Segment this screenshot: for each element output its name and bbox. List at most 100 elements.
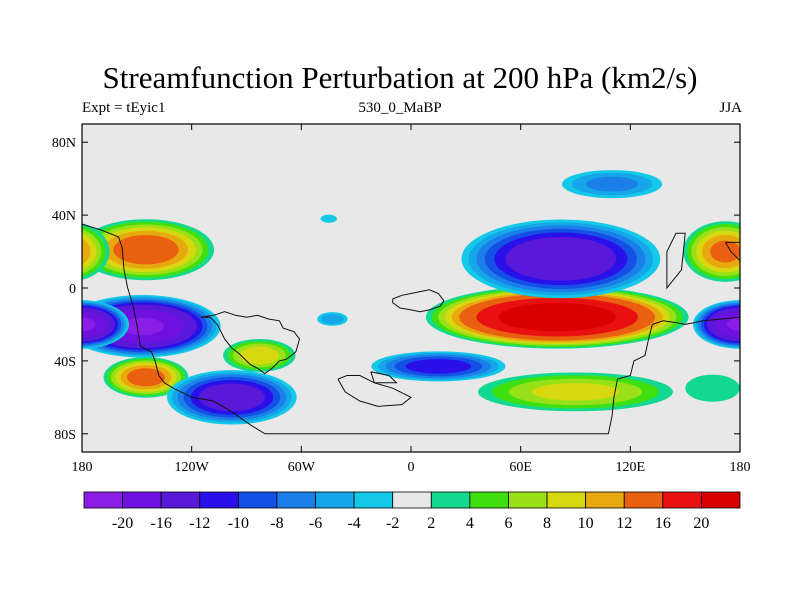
contour-band	[759, 310, 800, 343]
time-label: 530_0_MaBP	[358, 100, 442, 116]
colorbar-label: -20	[112, 515, 133, 532]
colorbar-label: -4	[347, 515, 360, 532]
y-tick-label: 40N	[52, 209, 76, 224]
colorbar-label: 16	[655, 515, 671, 532]
anomaly-center-2	[103, 356, 189, 398]
colorbar-label: -16	[151, 515, 172, 532]
contour-band	[239, 346, 279, 365]
contour-band	[82, 238, 91, 265]
anomaly-center-12	[683, 221, 740, 282]
y-tick-label: 80S	[54, 428, 76, 443]
contour-band	[747, 224, 800, 275]
colorbar-swatch	[160, 491, 201, 509]
anomaly-center-0	[735, 222, 800, 278]
colorbar-label: -10	[228, 515, 249, 532]
contour-band	[771, 235, 800, 264]
colorbar-label: -12	[189, 515, 210, 532]
x-tick-label: 180	[72, 460, 93, 475]
anomaly-center-5	[317, 312, 348, 326]
coastline	[370, 371, 398, 384]
contour-band	[710, 240, 740, 263]
contour-band	[113, 235, 179, 265]
y-tick-label: 80N	[52, 136, 76, 151]
axis-ticks: 180 120W 60W 0 60E 120E 180 80N 40N 0 40S 80S	[52, 124, 751, 475]
contour-band	[198, 383, 265, 412]
contour-band	[741, 222, 800, 278]
y-tick-label: 0	[69, 282, 76, 297]
contour-band	[505, 236, 617, 281]
contour-band	[126, 368, 165, 387]
contour-band	[740, 302, 800, 350]
x-tick-label: 60W	[288, 460, 316, 475]
plot-title: Streamfunction Perturbation at 200 hPa (…	[102, 60, 698, 95]
y-tick-label: 40S	[54, 355, 76, 370]
anomaly-center-8	[425, 285, 689, 349]
colorbar-label: 20	[693, 515, 709, 532]
colorbar-label: 12	[616, 515, 632, 532]
contour-layer	[27, 124, 800, 452]
anomaly-center-9	[478, 372, 673, 412]
colorbar-swatch	[701, 491, 741, 509]
contour-band	[754, 227, 800, 272]
x-tick-label: 120E	[616, 460, 646, 475]
contour-band	[120, 317, 165, 335]
anomaly-center-10	[461, 219, 661, 299]
colorbar-label: 8	[543, 515, 551, 532]
colorbar-swatch	[623, 491, 664, 509]
contour-band	[82, 248, 83, 255]
contour-band	[498, 303, 616, 332]
colorbar-swatch	[585, 491, 625, 509]
anomaly-center-14	[27, 375, 81, 402]
colorbar-label: 6	[504, 515, 512, 532]
anomaly-center-3	[167, 370, 297, 425]
contour-band	[762, 231, 800, 269]
colorbar-label: -6	[309, 515, 322, 532]
coastline	[724, 241, 740, 262]
contour-band	[746, 304, 800, 348]
contour-band	[726, 317, 740, 332]
colorbar-swatch	[662, 491, 702, 509]
contour-band	[779, 318, 800, 335]
colorbar-swatch	[122, 491, 162, 509]
colorbar-label: -8	[270, 515, 283, 532]
contour-band	[585, 176, 639, 192]
colorbar-swatch	[469, 491, 509, 509]
coastline-layer	[82, 223, 740, 435]
colorbar-swatch	[315, 491, 355, 509]
x-tick-label: 180	[730, 460, 751, 475]
contour-band	[82, 317, 96, 332]
coastline	[666, 232, 686, 290]
x-tick-label: 60E	[509, 460, 532, 475]
colorbar-label: -2	[386, 515, 399, 532]
contour-band	[685, 374, 740, 402]
colorbar-swatch	[276, 491, 316, 509]
anomaly-center-12	[82, 223, 110, 280]
coastline	[82, 223, 740, 435]
contour-band	[531, 383, 620, 401]
colorbar-swatch	[430, 491, 471, 509]
colorbar-swatch	[353, 491, 394, 509]
contour-band	[735, 239, 740, 261]
colorbar-swatch	[237, 491, 278, 509]
x-tick-label: 0	[408, 460, 415, 475]
anomaly-center-6	[320, 214, 337, 223]
season-label: JJA	[719, 100, 742, 116]
anomaly-center-11	[561, 170, 663, 199]
anomaly-center-13	[693, 300, 740, 349]
coastline	[392, 289, 445, 313]
x-tick-label: 120W	[175, 460, 210, 475]
colorbar-swatch	[199, 491, 239, 509]
contour-band	[321, 313, 344, 325]
colorbar-swatch	[83, 491, 123, 509]
contour-band	[730, 312, 740, 341]
contour-band	[320, 214, 337, 223]
anomaly-center-14	[685, 374, 740, 402]
coastline	[200, 311, 301, 375]
colorbar-swatch	[392, 491, 432, 509]
anomaly-center-4	[223, 339, 296, 372]
colorbar-label: 2	[427, 515, 435, 532]
colorbar-swatch	[546, 491, 587, 509]
colorbar-label: 10	[578, 515, 594, 532]
colorbar-swatch	[508, 491, 548, 509]
